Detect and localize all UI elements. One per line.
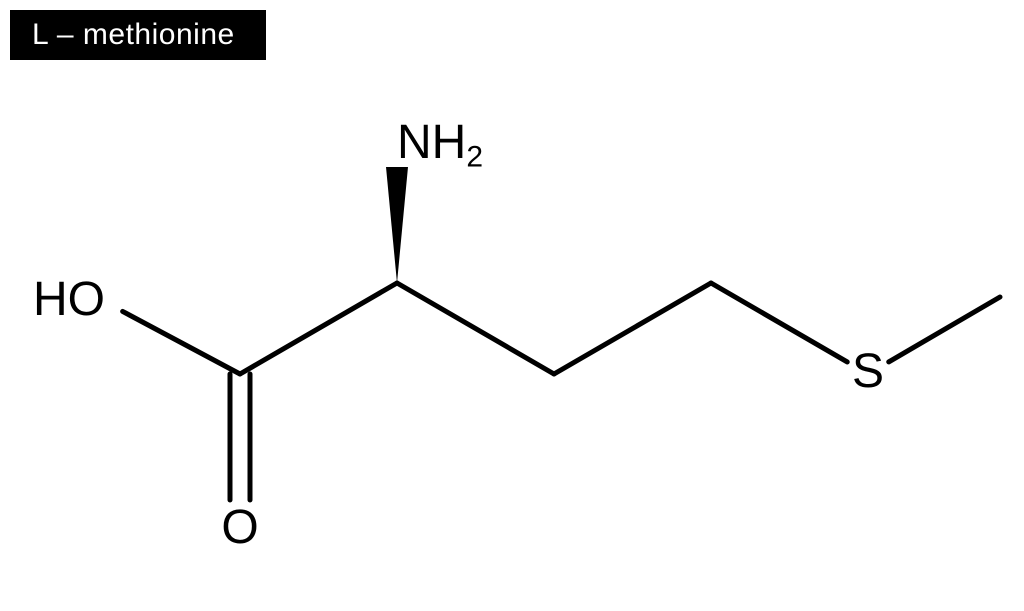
bond <box>889 297 1000 362</box>
bond <box>123 311 240 374</box>
bond <box>711 283 847 362</box>
atom-label-odb: O <box>221 501 258 554</box>
wedge-bond <box>386 167 408 283</box>
molecule-svg: HO O NH2 S <box>0 0 1024 611</box>
compound-title: L – methionine <box>10 10 266 60</box>
bond <box>240 283 397 374</box>
bond <box>554 283 711 374</box>
atom-label-oh: HO <box>33 273 105 326</box>
atom-label-nh2: NH2 <box>397 116 483 174</box>
atom-label-s: S <box>852 345 884 398</box>
diagram-canvas: L – methionine HO O NH2 S <box>0 0 1024 611</box>
bond <box>397 283 554 374</box>
